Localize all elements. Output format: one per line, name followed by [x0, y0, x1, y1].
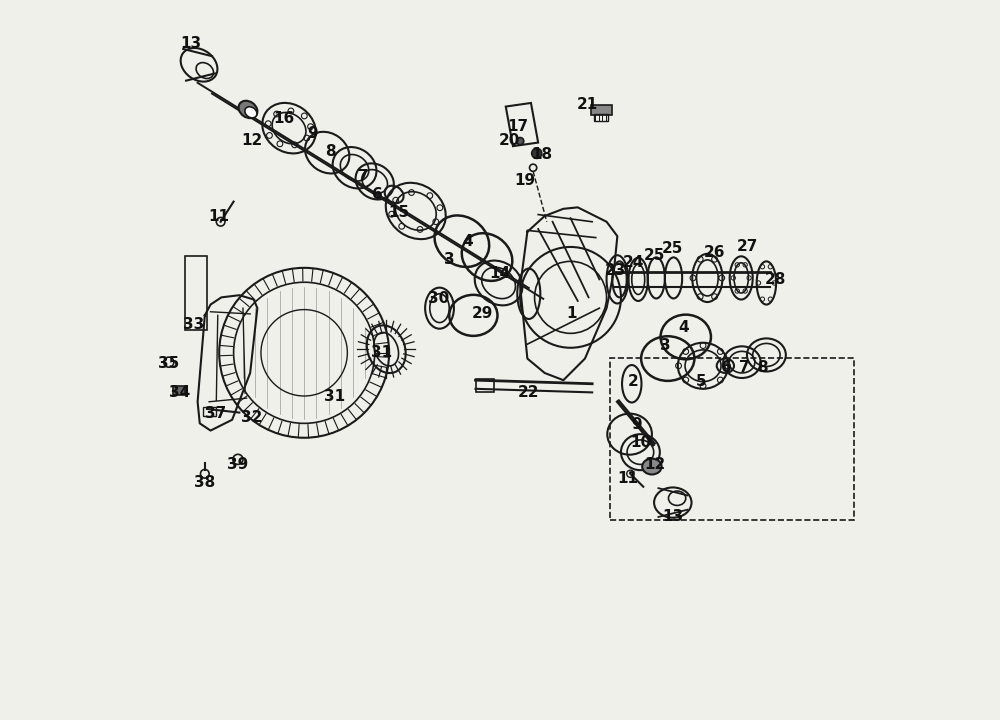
Text: 33: 33: [183, 317, 205, 331]
Text: 39: 39: [227, 457, 248, 472]
Text: 32: 32: [241, 410, 262, 425]
Text: 18: 18: [531, 148, 552, 162]
Text: 9: 9: [307, 126, 318, 140]
Text: 11: 11: [618, 472, 639, 486]
Text: 15: 15: [389, 205, 410, 220]
Text: 30: 30: [428, 292, 449, 306]
Text: 12: 12: [241, 133, 262, 148]
Ellipse shape: [239, 101, 257, 118]
Circle shape: [532, 148, 542, 158]
Text: 2: 2: [628, 374, 639, 389]
Text: 27: 27: [736, 239, 758, 253]
Bar: [610, 358, 854, 520]
Text: 16: 16: [273, 112, 295, 126]
Bar: [591, 105, 612, 115]
Text: 23: 23: [605, 263, 626, 277]
Text: 19: 19: [515, 173, 536, 187]
Bar: [594, 114, 608, 121]
Text: 31: 31: [324, 389, 345, 403]
Text: 5: 5: [696, 374, 707, 389]
Text: 4: 4: [678, 320, 689, 335]
Bar: [185, 256, 207, 330]
Text: 28: 28: [764, 272, 786, 287]
Text: 11: 11: [209, 209, 230, 223]
Text: 12: 12: [644, 457, 665, 472]
Text: 3: 3: [444, 252, 455, 266]
Text: 20: 20: [499, 133, 520, 148]
Text: 14: 14: [489, 266, 511, 281]
Bar: [203, 407, 216, 416]
Text: 8: 8: [325, 144, 336, 158]
Text: 25: 25: [644, 248, 665, 263]
Text: 3: 3: [660, 338, 671, 353]
Text: 1: 1: [567, 306, 577, 320]
Text: 6: 6: [372, 187, 383, 202]
Text: 6: 6: [721, 360, 732, 374]
Bar: [173, 386, 185, 395]
Text: 31: 31: [371, 346, 392, 360]
Circle shape: [517, 138, 524, 145]
Text: 8: 8: [757, 360, 768, 374]
Text: 10: 10: [630, 436, 651, 450]
Bar: [476, 379, 494, 392]
Text: 13: 13: [180, 36, 201, 50]
Text: 4: 4: [462, 234, 473, 248]
Text: 7: 7: [739, 360, 750, 374]
Text: 26: 26: [704, 245, 725, 259]
Ellipse shape: [642, 459, 662, 474]
Text: 21: 21: [577, 97, 598, 112]
Text: 22: 22: [518, 385, 540, 400]
Text: 17: 17: [507, 119, 529, 133]
Text: 7: 7: [358, 169, 369, 184]
Text: 9: 9: [631, 418, 642, 432]
Ellipse shape: [245, 107, 257, 118]
Text: 35: 35: [158, 356, 179, 371]
Text: 29: 29: [471, 306, 493, 320]
Text: 37: 37: [205, 407, 226, 421]
Text: 34: 34: [169, 385, 190, 400]
Text: 25: 25: [662, 241, 683, 256]
Text: 13: 13: [662, 510, 683, 524]
Text: 24: 24: [623, 256, 644, 270]
Text: 38: 38: [194, 475, 215, 490]
